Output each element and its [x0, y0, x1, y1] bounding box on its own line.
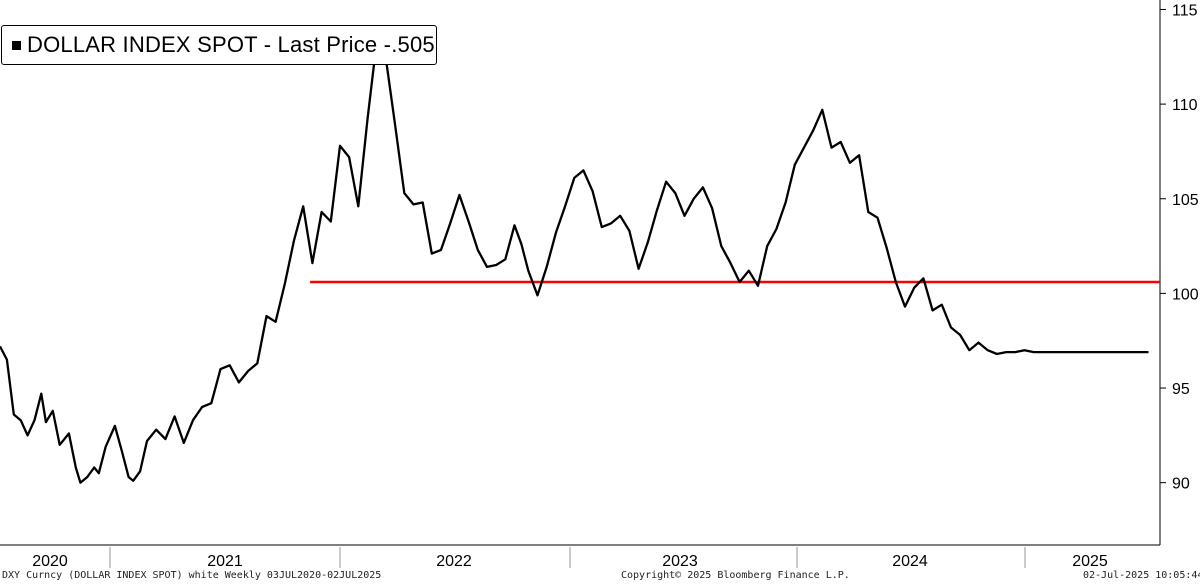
x-tick-label: 2020 [32, 553, 68, 570]
x-tick-label: 2021 [207, 553, 243, 570]
legend-text: DOLLAR INDEX SPOT - Last Price -.505 [27, 32, 435, 57]
footer-timestamp: 02-Jul-2025 10:05:44 [1083, 570, 1200, 581]
series-line [0, 40, 1149, 484]
y-tick-label: 105 [1172, 192, 1199, 209]
y-tick-label: 110 [1172, 97, 1198, 114]
legend-swatch [12, 40, 21, 50]
y-tick-label: 115 [1172, 2, 1198, 19]
footer-copyright: Copyright© 2025 Bloomberg Finance L.P. [621, 570, 850, 581]
x-tick-label: 2025 [1072, 553, 1108, 570]
x-tick-label: 2024 [892, 553, 928, 570]
x-tick-label: 2023 [662, 553, 698, 570]
x-tick-label: 2022 [436, 553, 472, 570]
y-tick-label: 90 [1172, 476, 1190, 493]
y-tick-label: 100 [1172, 286, 1199, 303]
footer-source: DXY Curncy (DOLLAR INDEX SPOT) white Wee… [2, 570, 382, 581]
legend: DOLLAR INDEX SPOT - Last Price -.505 [1, 25, 437, 65]
y-tick-label: 95 [1172, 381, 1190, 398]
